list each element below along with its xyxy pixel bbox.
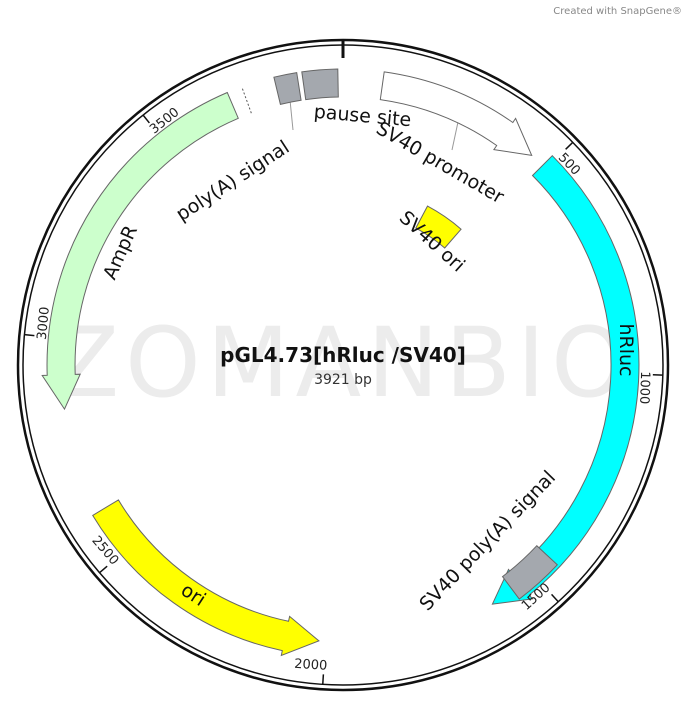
feature-label: poly(A) signal (172, 136, 293, 225)
leader-line (289, 99, 294, 131)
tick-mark (565, 141, 574, 150)
feature (41, 91, 239, 411)
tick-mark (550, 593, 559, 603)
feature-marker (241, 86, 252, 114)
feature (415, 205, 462, 249)
leader-line (451, 121, 459, 151)
tick-label: 2000 (294, 657, 328, 674)
tick-mark (322, 674, 325, 685)
tick-mark (24, 333, 35, 337)
plasmid-length: 3921 bp (314, 372, 372, 388)
feature-label: hRluc (615, 323, 637, 376)
feature (501, 544, 559, 600)
tick-mark (142, 114, 150, 124)
feature (301, 68, 339, 101)
tick-label: 1000 (636, 371, 652, 405)
feature (379, 71, 533, 157)
plasmid-name: pGL4.73[hRluc /SV40] (220, 343, 466, 367)
feature (273, 72, 302, 106)
watermark: ZOMANBIO (53, 307, 632, 419)
tick-label: 3000 (35, 306, 53, 340)
feature (92, 499, 320, 657)
feature (491, 154, 640, 605)
tick-mark (99, 565, 108, 574)
credit: Created with SnapGene® (553, 6, 682, 17)
